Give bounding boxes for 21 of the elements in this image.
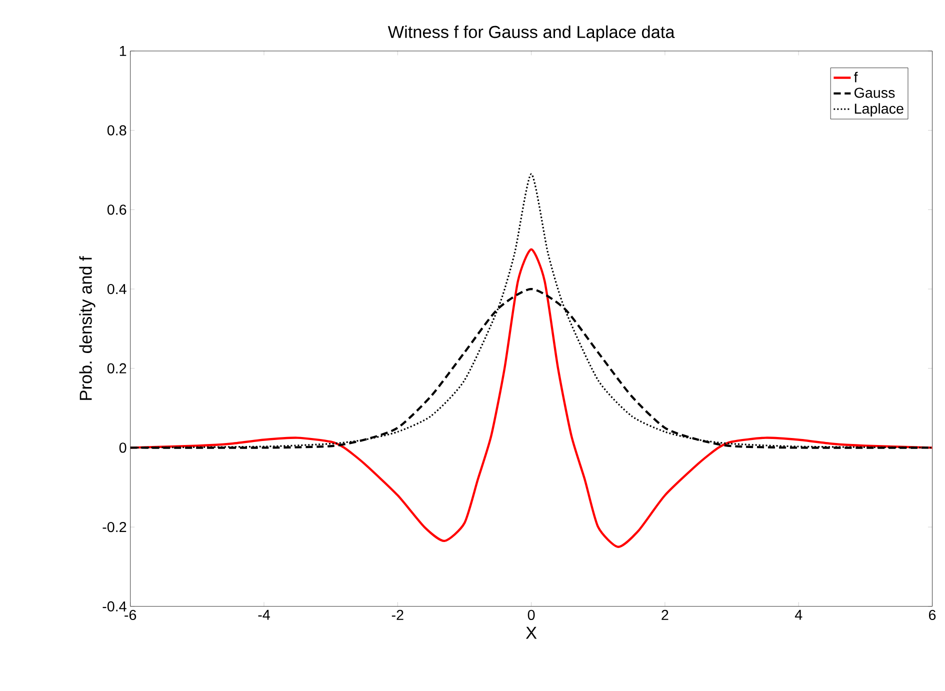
- x-tick-label: -2: [392, 610, 404, 620]
- y-tick-label: -0.2: [102, 522, 126, 532]
- y-tick-label: 0: [119, 442, 126, 453]
- x-axis-title: X: [526, 626, 537, 639]
- y-tick-label: 1: [120, 46, 126, 56]
- x-tick-label: 2: [662, 610, 668, 620]
- chart-title: Witness f for Gauss and Laplace data: [388, 25, 675, 42]
- legend-label: Laplace: [854, 103, 904, 116]
- y-tick-label: 0.6: [107, 204, 126, 215]
- legend-label: Gauss: [854, 88, 895, 98]
- x-tick-label: -6: [124, 610, 136, 620]
- y-tick-label: 0.2: [107, 363, 126, 374]
- x-tick-label: 0: [528, 610, 535, 620]
- y-tick-label: 0.4: [107, 284, 126, 294]
- y-tick-label: 0.8: [107, 125, 126, 136]
- x-tick-label: 4: [794, 610, 802, 620]
- y-axis-title: Prob. density and f: [79, 256, 96, 400]
- x-tick-label: -4: [258, 610, 270, 620]
- legend-label: f: [854, 72, 858, 82]
- y-tick-label: -0.4: [102, 601, 126, 612]
- x-tick-label: 6: [929, 610, 936, 620]
